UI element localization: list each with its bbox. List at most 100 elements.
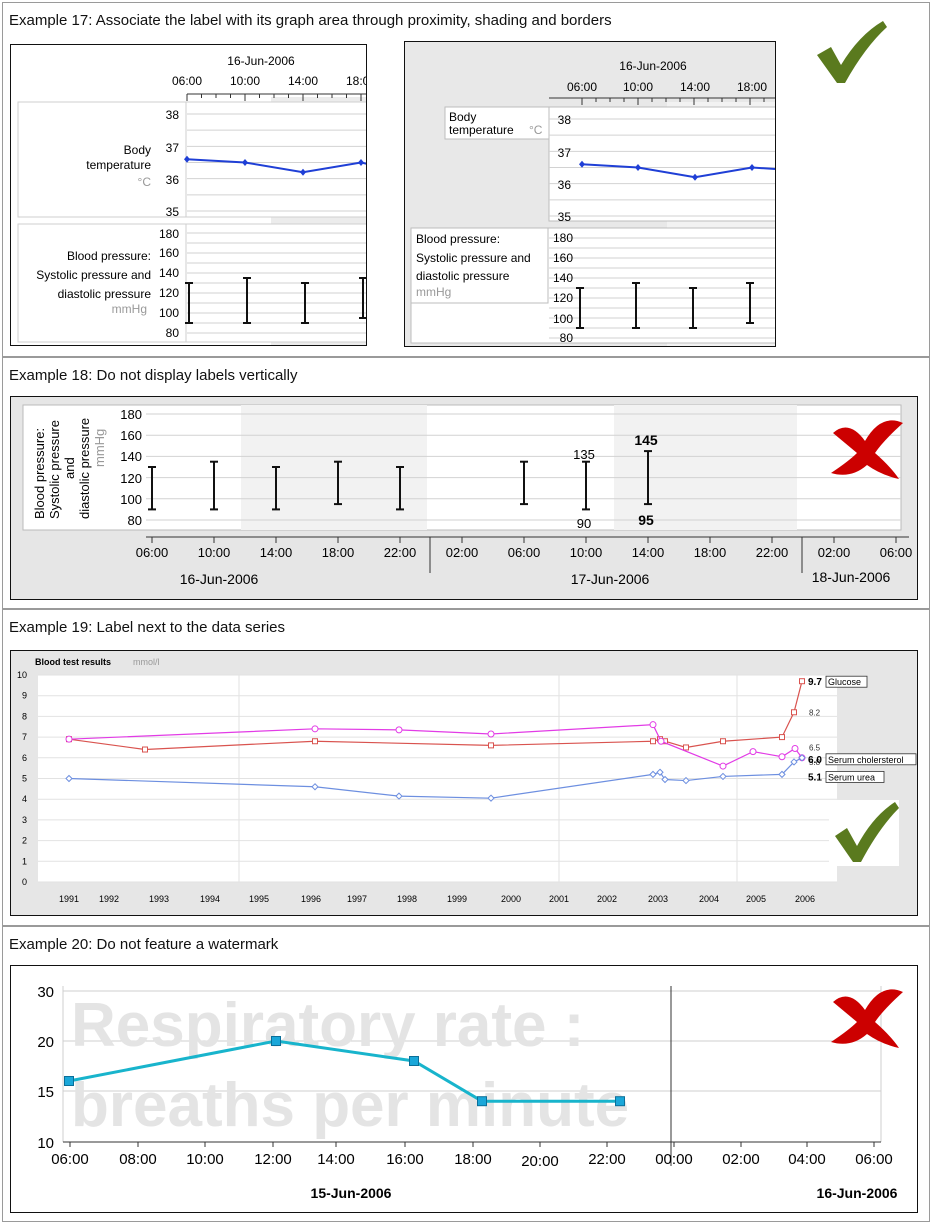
- ex18-time-1: 10:00: [198, 545, 231, 560]
- ex20-chart: 30 20 15 10 06:00 08:00 10:00 12:00 14:00 16:00 18…: [10, 965, 918, 1213]
- example-17-title: Example 17: Associate the label with its…: [9, 12, 612, 29]
- ex17-right-svg: 16-Jun-2006 06:00 10:00 14:00 18:00 Body…: [410, 59, 775, 346]
- example-18-section: Example 18: Do not display labels vertic…: [2, 357, 930, 609]
- ex19-cholesterol-value: 6.0: [808, 755, 822, 766]
- ex19-urea-point-6: [661, 775, 669, 784]
- ex19-glucose-point-7: [683, 744, 689, 751]
- ex19-year-1: 1992: [99, 894, 119, 904]
- ex19-year-8: 1999: [447, 894, 467, 904]
- ex17-right-bp-label-3: mmHg: [416, 285, 451, 299]
- ex17-left-bp-label-2: diastolic pressure: [58, 287, 152, 301]
- ex17-left-time-0: 06:00: [172, 74, 202, 88]
- ex20-point-1: [271, 1036, 281, 1046]
- ex19-urea-point-3: [487, 794, 495, 802]
- ex17-right-bp-bar-3: [746, 282, 754, 324]
- ex19-year-11: 2002: [597, 894, 617, 904]
- ex18-bp-bar-1: [210, 460, 218, 511]
- ex20-time-6: 18:00: [454, 1151, 492, 1168]
- ex18-time-8: 14:00: [632, 545, 665, 560]
- ex19-cholesterol-point-5: [657, 737, 665, 745]
- ex17-left-temp-point-2: [300, 168, 306, 176]
- ex19-cholesterol-point-7: [749, 748, 757, 756]
- ex19-ytick-4: 4: [22, 794, 27, 804]
- ex17-left-temp-label-2: °C: [138, 175, 152, 189]
- ex17-left-temp-point-1: [242, 159, 248, 166]
- ex18-tick-5: 80: [128, 513, 142, 528]
- ex19-ytick-5: 5: [22, 774, 27, 784]
- ex19-urea-point-0: [65, 774, 73, 783]
- ex18-label-low2: 95: [638, 512, 654, 528]
- ex18-bp-bar-2: [272, 466, 280, 511]
- ex18-bp-bar-3: [334, 460, 342, 506]
- ex17-left-date: 16-Jun-2006: [227, 54, 295, 68]
- ex18-cross-icon: [831, 420, 903, 479]
- ex19-year-13: 2004: [699, 894, 719, 904]
- ex17-right-time-3: 18:00: [737, 80, 767, 94]
- ex17-right-temp-point-3: [749, 164, 755, 171]
- ex19-ytick-2: 2: [22, 836, 27, 846]
- ex19-urea-value: 5.1: [808, 772, 822, 783]
- ex19-chart: 0 1 2 3 4 5 6 7 8 9 10 1991 1992 1993 1994 1995 1996 1997…: [10, 650, 918, 916]
- ex18-tick-2: 140: [120, 449, 142, 464]
- ex19-cholesterol-point-2: [395, 726, 403, 734]
- ex18-time-12: 06:00: [880, 545, 913, 560]
- ex17-left-temp-point-0: [184, 155, 190, 163]
- ex19-urea-point-5: [656, 768, 664, 776]
- ex19-cholesterol-point-8: [778, 753, 786, 761]
- ex17-left-bp-label-3: mmHg: [112, 302, 147, 316]
- ex19-cholesterol-point-4: [649, 721, 657, 729]
- ex18-ylabel-2: and: [62, 457, 77, 479]
- ex17-left-bp-bar-0: [185, 282, 193, 324]
- ex19-urea-label-box: [825, 771, 885, 783]
- ex20-time-2: 10:00: [186, 1151, 224, 1168]
- ex17-left-temp-point-3: [358, 159, 364, 166]
- ex20-time-10: 02:00: [722, 1151, 760, 1168]
- ex19-urea-point-8: [719, 772, 727, 781]
- ex17-left-temp-tick-0: 38: [166, 108, 180, 122]
- ex18-time-11: 02:00: [818, 545, 851, 560]
- ex17-right-bp-bar-2: [689, 287, 697, 329]
- ex19-cholesterol-point-6: [719, 762, 727, 770]
- ex17-right-temp-point-0: [579, 160, 585, 168]
- ex20-time-4: 14:00: [317, 1151, 355, 1168]
- ex17-right-bp-bar-0: [576, 287, 584, 329]
- ex17-check-icon: [817, 21, 887, 83]
- ex19-glucose-point-9: [779, 734, 785, 741]
- ex17-right-temp-tick-1: 37: [558, 146, 572, 160]
- ex17-left-temp-plot: [185, 101, 366, 218]
- ex19-chart-title: Blood test results: [35, 657, 111, 667]
- ex17-left-time-2: 14:00: [288, 74, 318, 88]
- ex19-glucose-label: Glucose: [828, 677, 861, 687]
- ex20-ytick-3: 10: [37, 1135, 54, 1152]
- ex19-urea-point-2: [395, 792, 403, 800]
- ex18-ylabel-3: diastolic pressure: [77, 418, 92, 519]
- ex19-year-9: 2000: [501, 894, 521, 904]
- ex19-urea-point-1: [311, 783, 319, 791]
- ex19-glucose-point-11: [799, 678, 805, 685]
- ex19-glucose-prev: 8.2: [809, 708, 821, 717]
- ex17-right-bp-tick-4: 100: [553, 312, 573, 326]
- example-20-title: Example 20: Do not feature a watermark: [9, 936, 279, 953]
- ex20-time-12: 06:00: [855, 1151, 893, 1168]
- ex19-check-icon: [829, 800, 899, 866]
- ex18-time-5: 02:00: [446, 545, 479, 560]
- ex18-time-4: 22:00: [384, 545, 417, 560]
- ex17-right-time-2: 14:00: [680, 80, 710, 94]
- ex19-glucose-point-3: [488, 742, 494, 749]
- ex20-ytick-2: 15: [37, 1084, 54, 1101]
- ex18-shade-2: [614, 405, 797, 530]
- ex20-time-5: 16:00: [386, 1151, 424, 1168]
- ex17-left-bp-tick-4: 100: [159, 306, 179, 320]
- ex18-tick-0: 180: [120, 407, 142, 422]
- ex20-point-4: [615, 1096, 625, 1107]
- ex18-ylabel-1: Systolic pressure: [47, 420, 62, 519]
- ex19-urea-point-9: [778, 770, 786, 779]
- ex19-chol-prev: 6.5: [809, 743, 821, 752]
- ex20-point-3: [477, 1096, 487, 1107]
- ex18-label-high1: 135: [573, 447, 595, 462]
- example-19-section: Example 19: Label next to the data serie…: [2, 609, 930, 926]
- ex19-urea-line: [68, 757, 803, 799]
- ex19-year-6: 1997: [347, 894, 367, 904]
- ex19-ytick-9: 9: [22, 691, 27, 701]
